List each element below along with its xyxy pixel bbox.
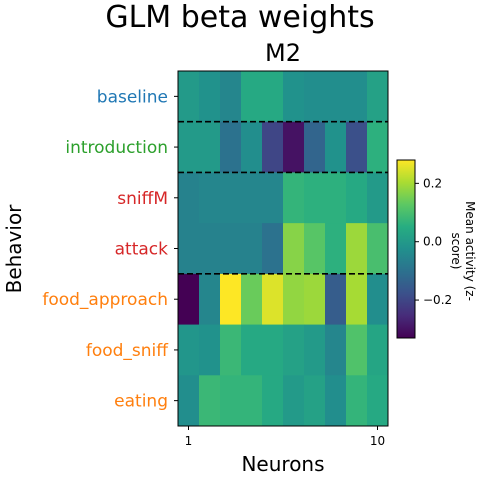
y-tick-label: baseline: [97, 87, 168, 107]
heatmap-cell: [304, 324, 326, 376]
heatmap-cell: [304, 273, 326, 326]
x-axis-label: Neurons: [241, 452, 325, 476]
heatmap-cell: [283, 223, 305, 275]
heatmap-cell: [367, 375, 389, 427]
heatmap-cell: [325, 324, 347, 376]
heatmap-cell: [283, 172, 305, 224]
heatmap-cell: [304, 121, 326, 173]
heatmap-cell: [178, 121, 200, 173]
heatmap-cell: [367, 324, 389, 376]
heatmap-cell: [283, 324, 305, 376]
heatmap-cell: [325, 172, 347, 224]
heatmap-cell: [220, 223, 242, 275]
heatmap-cell: [241, 71, 263, 123]
heatmap-cell: [304, 223, 326, 275]
heatmap-cell: [304, 71, 326, 123]
colorbar-label: Mean activity (z-score): [449, 201, 477, 301]
heatmap-cell: [262, 71, 284, 123]
heatmap-cell: [199, 223, 221, 275]
heatmap-cell: [241, 172, 263, 224]
heatmap-cell: [262, 223, 284, 275]
heatmap-cell: [262, 172, 284, 224]
heatmap-cell: [283, 71, 305, 123]
heatmap-cell: [367, 172, 389, 224]
heatmap-cell: [346, 324, 368, 376]
heatmap-cell: [283, 273, 305, 326]
x-tick-label: 10: [370, 434, 385, 448]
heatmap-cell: [283, 121, 305, 173]
heatmap-cell: [220, 375, 242, 427]
y-tick-label: food_sniff: [86, 341, 169, 361]
heatmap-cell: [283, 375, 305, 427]
heatmap-cell: [346, 223, 368, 275]
heatmap-cell: [346, 71, 368, 123]
heatmap-cell: [367, 273, 389, 326]
heatmap-cell: [199, 324, 221, 376]
heatmap-cell: [220, 121, 242, 173]
colorbar-ticks: 0.2 0.0 −0.2: [415, 176, 452, 307]
heatmap-cell: [178, 324, 200, 376]
colorbar-tick-label: 0.2: [423, 176, 442, 190]
heatmap-cell: [262, 324, 284, 376]
heatmap-cell: [346, 121, 368, 173]
heatmap-cell: [325, 121, 347, 173]
heatmap-cell: [325, 375, 347, 427]
heatmap-cell: [220, 324, 242, 376]
colorbar-tick-label: 0.0: [423, 235, 442, 249]
heatmap-cell: [178, 223, 200, 275]
heatmap-cell: [241, 223, 263, 275]
heatmap-cell: [241, 324, 263, 376]
heatmap-cell: [199, 71, 221, 123]
figure-title: GLM beta weights: [105, 0, 375, 35]
heatmap-cell: [178, 273, 200, 326]
heatmap-cell: [178, 375, 200, 427]
heatmap-cell: [367, 71, 389, 123]
heatmap-cell: [199, 375, 221, 427]
heatmap-cell: [346, 375, 368, 427]
heatmap-cell: [262, 121, 284, 173]
heatmap-cell: [178, 71, 200, 123]
y-axis-ticks: baseline introduction sniffM attack food_app…: [42, 87, 178, 412]
x-axis-ticks: 1 10: [185, 426, 385, 448]
heatmap-cell: [346, 172, 368, 224]
heatmap-cell: [304, 375, 326, 427]
y-tick-label: attack: [115, 240, 169, 260]
heatmap-cell: [178, 172, 200, 224]
colorbar: [396, 159, 416, 339]
axes-title: M2: [265, 39, 301, 67]
heatmap-cell: [241, 121, 263, 173]
heatmap-cell: [304, 172, 326, 224]
row-separators: [178, 120, 388, 275]
y-axis-label: Behavior: [2, 204, 26, 294]
heatmap-cell: [325, 71, 347, 123]
heatmap-cell: [367, 223, 389, 275]
heatmap-cell: [346, 273, 368, 326]
heatmap-cells: [178, 71, 389, 427]
heatmap-cell: [325, 273, 347, 326]
heatmap-cell: [199, 273, 221, 326]
y-tick-label: eating: [114, 392, 168, 412]
heatmap-cell: [220, 71, 242, 123]
heatmap-cell: [199, 121, 221, 173]
y-tick-label: food_approach: [42, 290, 168, 310]
colorbar-tick-label: −0.2: [423, 293, 452, 307]
heatmap-cell: [367, 121, 389, 173]
y-tick-label: introduction: [65, 138, 168, 158]
heatmap-cell: [220, 172, 242, 224]
heatmap-cell: [262, 375, 284, 427]
heatmap-cell: [241, 375, 263, 427]
x-tick-label: 1: [185, 434, 193, 448]
heatmap-cell: [325, 223, 347, 275]
heatmap-cell: [262, 273, 284, 326]
heatmap-cell: [199, 172, 221, 224]
heatmap-cell: [241, 273, 263, 326]
y-tick-label: sniffM: [117, 189, 168, 209]
heatmap-cell: [220, 273, 242, 326]
